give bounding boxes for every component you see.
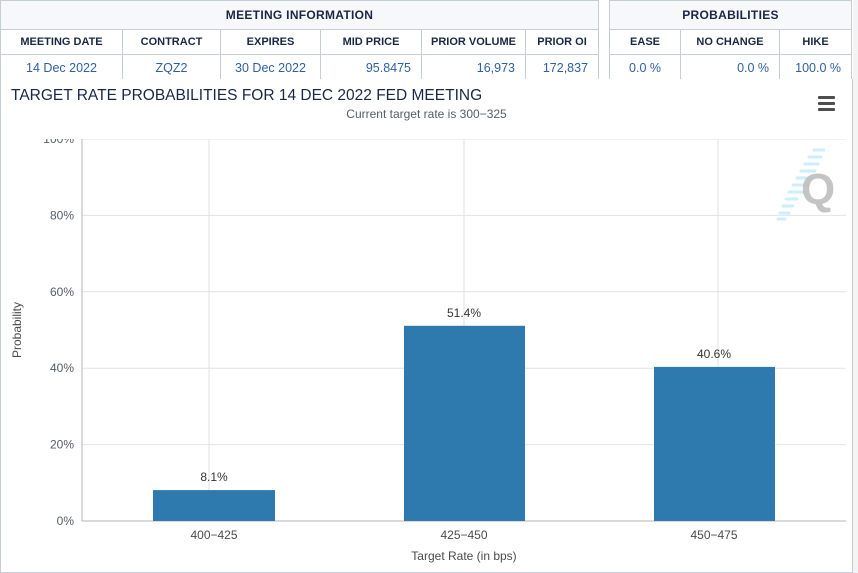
svg-text:Target Rate (in bps): Target Rate (in bps) [411,549,516,563]
svg-text:40.6%: 40.6% [697,347,731,361]
svg-text:8.1%: 8.1% [200,470,228,484]
svg-text:Q: Q [801,165,835,214]
svg-text:80%: 80% [50,208,74,222]
svg-text:60%: 60% [50,285,74,299]
svg-text:425−450: 425−450 [440,528,487,542]
svg-text:100%: 100% [43,139,74,146]
svg-text:450−475: 450−475 [690,528,737,542]
svg-text:400−425: 400−425 [190,528,237,542]
svg-text:0%: 0% [57,514,75,528]
svg-text:20%: 20% [50,438,74,452]
svg-text:51.4%: 51.4% [447,306,481,320]
svg-text:40%: 40% [50,361,74,375]
svg-text:Probability: Probability [10,302,24,358]
